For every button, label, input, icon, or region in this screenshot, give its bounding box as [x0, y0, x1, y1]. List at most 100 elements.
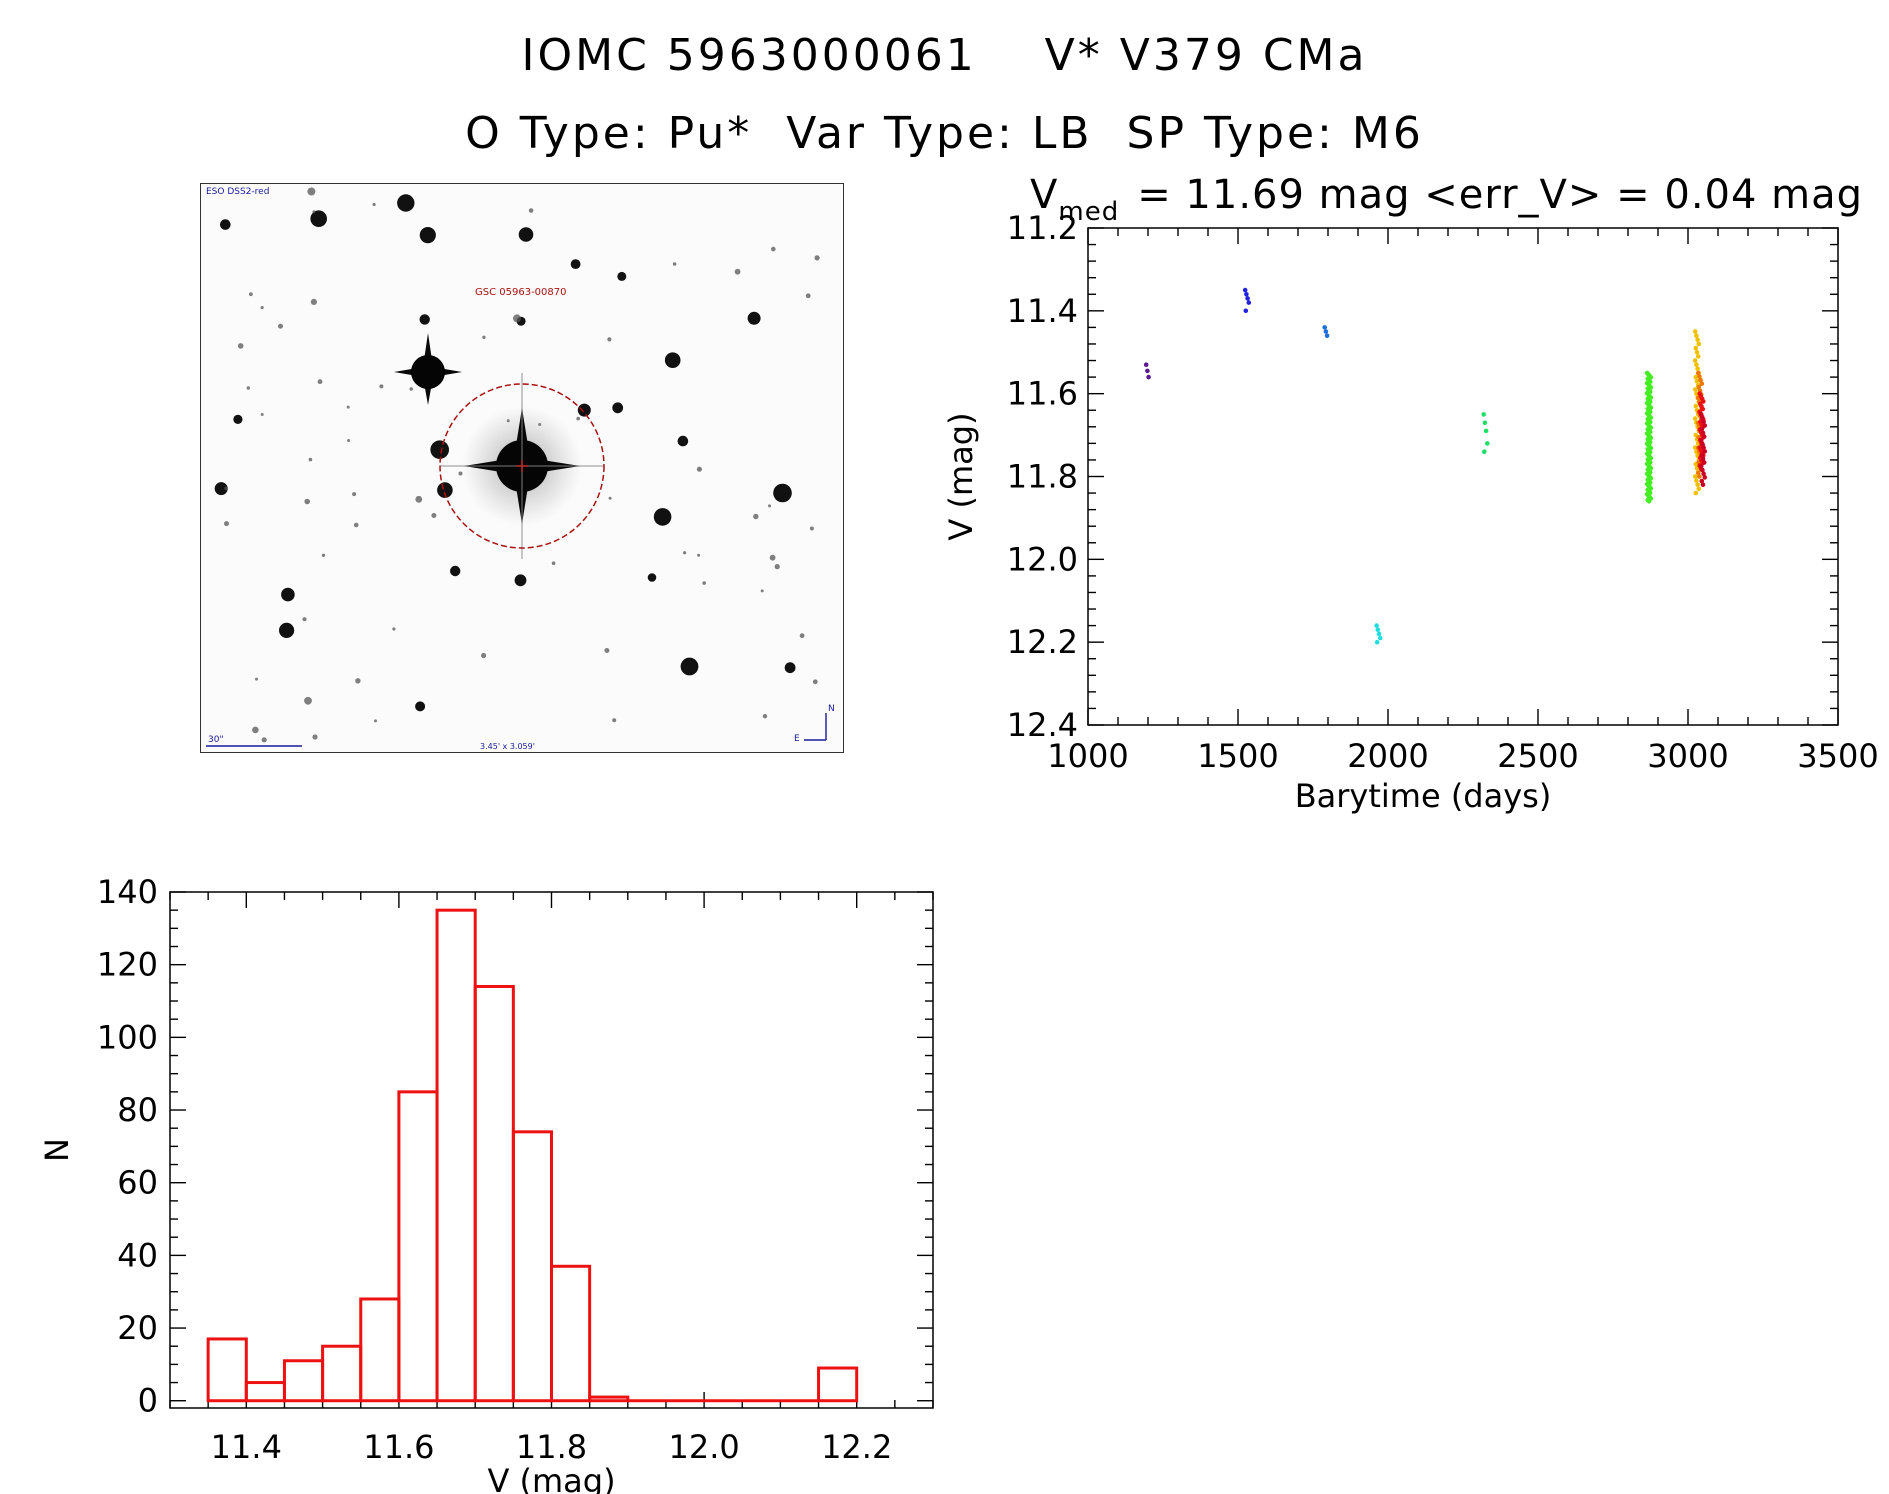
- field-star: [252, 726, 259, 734]
- field-star: [760, 589, 764, 593]
- field-star: [312, 210, 316, 214]
- histogram-plot: 11.4 11.6 11.8 12.0 12.2 0 20 40 60 80 100 120 140 V …: [40, 873, 934, 1494]
- field-star: [799, 633, 805, 639]
- field-star: [672, 262, 677, 266]
- field-star: [771, 246, 776, 252]
- field-star: [352, 492, 357, 497]
- x-tick-label: 3000: [1647, 737, 1728, 775]
- field-star: [814, 255, 820, 261]
- field-star: [762, 714, 768, 719]
- data-point: [1699, 381, 1705, 386]
- field-star: [774, 564, 780, 570]
- field-star: [419, 227, 436, 244]
- field-star: [696, 466, 702, 472]
- field-star: [734, 268, 741, 275]
- field-star: [430, 440, 449, 460]
- data-point: [1145, 368, 1150, 374]
- field-star: [577, 403, 591, 417]
- hist-bar: [282, 1359, 325, 1403]
- data-point: [1701, 445, 1706, 451]
- field-star: [437, 482, 453, 498]
- data-point: [1324, 333, 1330, 338]
- field-star: [237, 343, 244, 349]
- data-point: [1697, 474, 1702, 479]
- field-star: [518, 227, 534, 242]
- field-star: [753, 513, 759, 520]
- hist-bar: [511, 1130, 554, 1403]
- hist-bar: [588, 1395, 630, 1403]
- data-point: [1698, 377, 1703, 383]
- hist-bar: [397, 1090, 439, 1403]
- hist-bar: [206, 1337, 248, 1403]
- field-star: [612, 718, 617, 723]
- hist-bar: [817, 1366, 859, 1403]
- hist-bar: [550, 1264, 592, 1403]
- field-star: [317, 379, 323, 385]
- data-point: [1700, 482, 1706, 488]
- y-axis-label: V (mag): [942, 412, 980, 540]
- data-point: [1323, 329, 1329, 334]
- x-tick-label: 11.8: [516, 1428, 587, 1466]
- y-axis-label: N: [40, 1138, 76, 1162]
- field-star: [302, 617, 307, 622]
- data-point: [1146, 374, 1151, 380]
- data-point: [1374, 623, 1379, 628]
- field-star: [246, 386, 250, 390]
- data-point: [1377, 635, 1383, 641]
- data-point: [1699, 426, 1705, 432]
- field-star: [308, 457, 313, 462]
- field-star: [321, 553, 326, 557]
- y-tick-label: 11.8: [1007, 458, 1078, 496]
- data-point: [1481, 412, 1486, 417]
- data-point: [1698, 412, 1704, 417]
- field-star: [683, 551, 687, 555]
- field-star: [419, 314, 430, 325]
- data-point: [1482, 449, 1487, 455]
- data-point: [1699, 452, 1705, 458]
- field-star: [809, 526, 814, 531]
- field-star: [281, 587, 295, 602]
- light-curve-title: Vmed = 11.69 mag <err_V> = 0.04 mag: [1030, 172, 1863, 227]
- field-star: [397, 194, 415, 212]
- data-point: [1693, 403, 1699, 409]
- field-star: [304, 498, 310, 505]
- x-tick-label: 1500: [1197, 737, 1278, 775]
- y-tick-label: 11.6: [1007, 375, 1078, 413]
- data-point: [1700, 415, 1705, 421]
- data-point: [1694, 391, 1699, 396]
- field-star: [576, 416, 580, 421]
- finder-image: ESO DSS2-red GSC 05963-00870 30" 3.45' x…: [200, 183, 844, 753]
- bright-star: [394, 333, 462, 405]
- field-star: [773, 483, 792, 503]
- y-tick-label: 11.4: [1007, 292, 1078, 330]
- fov-label: 3.45' x 3.059': [480, 742, 535, 751]
- x-tick-label: 12.2: [821, 1428, 892, 1466]
- y-tick-label: 100: [97, 1018, 158, 1056]
- data-point: [1242, 287, 1248, 293]
- field-star: [812, 679, 818, 685]
- field-star: [528, 208, 534, 213]
- data-point: [1483, 428, 1489, 434]
- field-star: [551, 561, 556, 565]
- field-star: [312, 734, 318, 740]
- data-point: [1697, 374, 1702, 379]
- compass-icon: N E: [794, 704, 835, 744]
- y-tick-label: 40: [117, 1236, 158, 1274]
- field-star: [353, 522, 359, 528]
- data-point: [1700, 441, 1705, 447]
- field-star: [415, 495, 423, 503]
- title-rest: = 11.69 mag <err_V> = 0.04 mag: [1137, 172, 1863, 218]
- field-star: [514, 574, 527, 587]
- y-tick-label: 0: [138, 1382, 158, 1420]
- data-point: [1322, 325, 1327, 330]
- data-point: [1701, 419, 1706, 425]
- y-tick-label: 12.0: [1007, 540, 1078, 578]
- x-tick-label: 1000: [1047, 737, 1128, 775]
- data-point: [1375, 627, 1381, 632]
- field-star: [255, 677, 258, 681]
- target-circle: [439, 383, 605, 549]
- data-point: [1692, 416, 1698, 421]
- field-star: [355, 678, 361, 684]
- data-point: [1692, 387, 1698, 392]
- data-point: [1701, 471, 1706, 477]
